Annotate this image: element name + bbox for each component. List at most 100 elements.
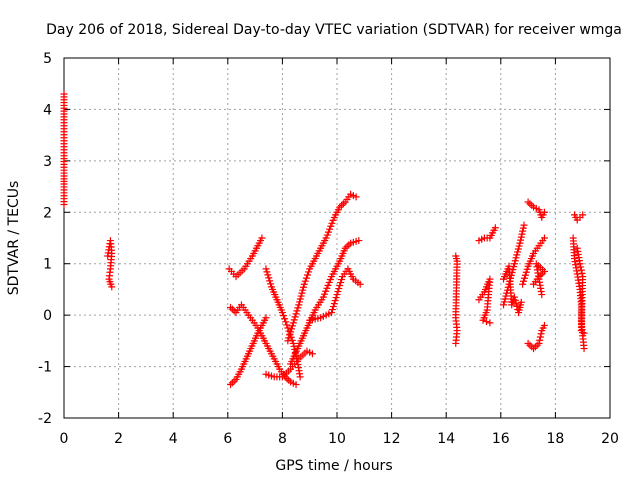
data-point bbox=[579, 211, 587, 219]
data-point bbox=[514, 248, 522, 256]
data-point bbox=[517, 236, 525, 244]
y-axis-label: SDTVAR / TECUs bbox=[6, 181, 22, 296]
data-point bbox=[262, 265, 270, 273]
y-tick-labels: -2 -1 0 1 2 3 4 5 bbox=[38, 51, 52, 427]
data-point bbox=[326, 276, 334, 284]
x-tick-label: 18 bbox=[546, 431, 564, 447]
data-point bbox=[284, 324, 292, 332]
data-point bbox=[308, 350, 316, 358]
data-point bbox=[334, 288, 342, 296]
data-point bbox=[523, 265, 531, 273]
data-point bbox=[289, 319, 297, 327]
y-tick-label: -1 bbox=[38, 360, 52, 376]
data-point bbox=[267, 280, 275, 288]
x-tick-label: 14 bbox=[437, 431, 455, 447]
x-tick-label: 4 bbox=[169, 431, 178, 447]
data-point bbox=[452, 339, 460, 347]
data-point bbox=[302, 274, 310, 282]
data-point bbox=[291, 313, 299, 321]
data-point bbox=[521, 271, 529, 279]
data-point bbox=[513, 302, 521, 310]
x-tick-labels: 0 2 4 6 8 10 12 14 16 18 20 bbox=[60, 431, 619, 447]
data-point bbox=[331, 297, 339, 305]
data-point bbox=[576, 260, 584, 268]
data-point bbox=[332, 294, 340, 302]
data-point bbox=[321, 290, 329, 298]
data-point bbox=[265, 274, 273, 282]
data-point bbox=[327, 222, 335, 230]
data-point bbox=[329, 216, 337, 224]
data-point bbox=[281, 315, 289, 323]
data-point bbox=[297, 292, 305, 300]
data-point bbox=[324, 281, 332, 289]
data-point bbox=[304, 271, 312, 279]
data-point bbox=[283, 321, 291, 329]
data-point bbox=[333, 291, 341, 299]
data-point bbox=[355, 237, 363, 245]
data-point bbox=[319, 293, 327, 301]
data-point bbox=[510, 260, 518, 268]
y-tick-label: 0 bbox=[43, 308, 52, 324]
data-point bbox=[536, 333, 544, 341]
data-point bbox=[60, 201, 68, 209]
data-point bbox=[299, 286, 307, 294]
data-point bbox=[266, 277, 274, 285]
data-point bbox=[519, 227, 527, 235]
data-point bbox=[510, 293, 518, 301]
data-point bbox=[290, 316, 298, 324]
data-point bbox=[264, 271, 272, 279]
data-point bbox=[289, 339, 297, 347]
axis-ticks bbox=[63, 57, 611, 419]
data-point bbox=[518, 230, 526, 238]
data-point bbox=[519, 280, 527, 288]
data-point bbox=[491, 224, 499, 232]
y-tick-label: -2 bbox=[38, 411, 52, 427]
data-point bbox=[577, 266, 585, 274]
data-point bbox=[282, 318, 290, 326]
data-point bbox=[296, 373, 304, 381]
y-tick-label: 3 bbox=[43, 154, 52, 170]
x-axis-label: GPS time / hours bbox=[275, 458, 392, 474]
x-tick-label: 10 bbox=[328, 431, 346, 447]
data-point bbox=[330, 300, 338, 308]
y-tick-label: 5 bbox=[43, 51, 52, 67]
data-point bbox=[288, 322, 296, 330]
data-point bbox=[300, 280, 308, 288]
data-point bbox=[325, 278, 333, 286]
data-point bbox=[284, 337, 292, 345]
x-tick-label: 12 bbox=[383, 431, 401, 447]
data-point bbox=[326, 225, 334, 233]
data-point bbox=[511, 296, 519, 304]
data-point bbox=[279, 312, 287, 320]
data-point bbox=[535, 339, 543, 347]
data-point bbox=[577, 263, 585, 271]
data-point bbox=[322, 287, 330, 295]
data-point bbox=[512, 299, 520, 307]
data-point bbox=[286, 331, 294, 339]
data-point bbox=[323, 231, 331, 239]
data-point bbox=[500, 301, 508, 309]
data-point bbox=[536, 336, 544, 344]
data-point bbox=[537, 330, 545, 338]
data-point bbox=[328, 219, 336, 227]
data-point bbox=[520, 274, 528, 282]
chart-title: Day 206 of 2018, Sidereal Day-to-day VTE… bbox=[46, 22, 622, 38]
data-point bbox=[323, 284, 331, 292]
data-point bbox=[322, 234, 330, 242]
data-point bbox=[328, 309, 336, 317]
data-point bbox=[335, 285, 343, 293]
data-point bbox=[299, 283, 307, 291]
data-points bbox=[60, 90, 588, 389]
data-point bbox=[513, 251, 521, 259]
data-point bbox=[511, 257, 519, 265]
data-point bbox=[296, 298, 304, 306]
x-tick-label: 20 bbox=[601, 431, 619, 447]
data-point bbox=[356, 280, 364, 288]
data-point bbox=[305, 268, 313, 276]
y-tick-label: 1 bbox=[43, 257, 52, 273]
x-tick-label: 16 bbox=[492, 431, 510, 447]
data-point bbox=[580, 329, 588, 337]
data-point bbox=[486, 319, 494, 327]
data-point bbox=[324, 228, 332, 236]
data-point bbox=[292, 310, 300, 318]
